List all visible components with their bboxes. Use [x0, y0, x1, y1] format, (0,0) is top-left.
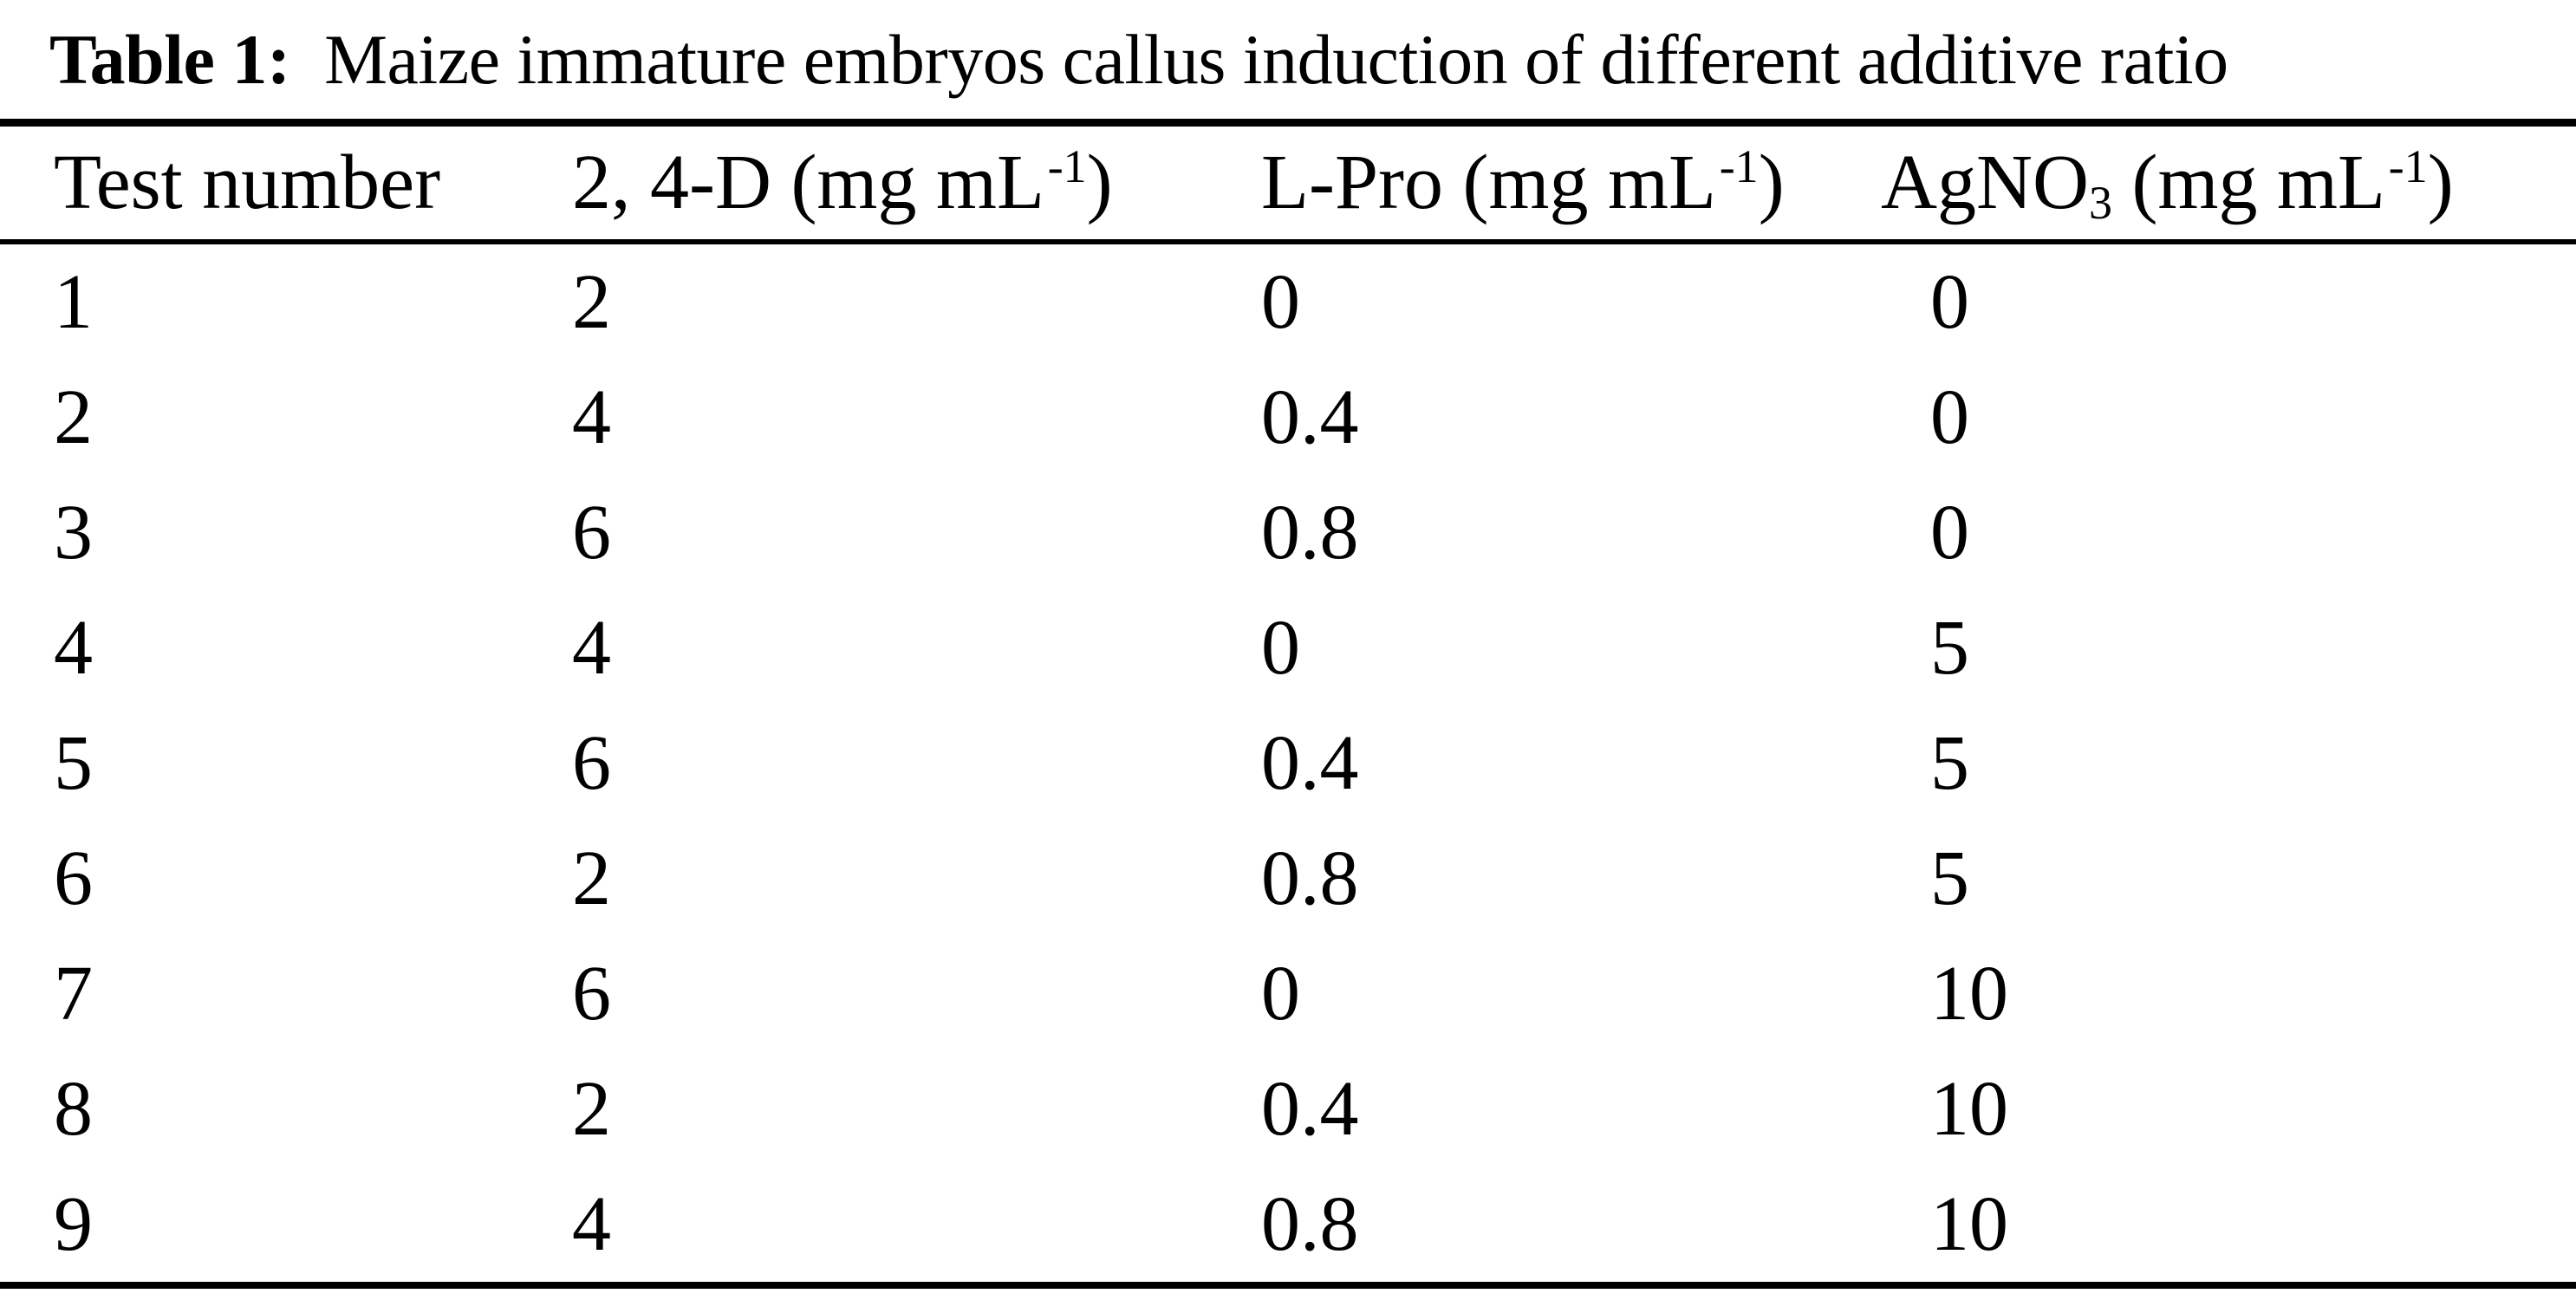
column-header-agno3: AgNO3 (mg mL-1): [1881, 122, 2576, 244]
superscript-minus-one: -1: [2388, 140, 2428, 192]
table-row: 2 4 0.4 0: [0, 360, 2576, 475]
cell-test-number: 5: [54, 719, 93, 806]
header-text: AgNO: [1881, 140, 2089, 225]
table-row: 5 6 0.4 5: [0, 705, 2576, 821]
cell-agno3: 5: [1930, 835, 1969, 921]
column-header-l-pro: L-Pro (mg mL-1): [1261, 122, 1881, 244]
table-caption-label: Table 1:: [49, 19, 290, 99]
cell-l-pro: 0.8: [1261, 489, 1359, 575]
table-row: 6 2 0.8 5: [0, 821, 2576, 936]
subscript-three: 3: [2089, 176, 2112, 229]
table-caption: Table 1: Maize immature embryos callus i…: [0, 0, 2576, 119]
cell-agno3: 0: [1930, 258, 1969, 345]
header-text: 2, 4-D (mg mL: [572, 140, 1044, 225]
header-text: ): [2427, 140, 2454, 225]
table-row: 7 6 0 10: [0, 936, 2576, 1051]
cell-agno3: 0: [1930, 489, 1969, 575]
table-row: 4 4 0 5: [0, 590, 2576, 705]
table-row: 3 6 0.8 0: [0, 475, 2576, 590]
cell-2-4-d: 6: [572, 719, 611, 806]
header-text: (mg mL: [2112, 140, 2385, 225]
cell-2-4-d: 4: [572, 374, 611, 460]
header-text: ): [1758, 140, 1785, 225]
cell-test-number: 6: [54, 835, 93, 921]
table-row: 9 4 0.8 10: [0, 1167, 2576, 1285]
cell-agno3: 10: [1930, 1180, 2008, 1267]
column-header-2-4-d: 2, 4-D (mg mL-1): [572, 122, 1261, 244]
cell-l-pro: 0.4: [1261, 719, 1359, 806]
superscript-minus-one: -1: [1719, 140, 1759, 192]
cell-l-pro: 0: [1261, 604, 1300, 691]
header-text: ): [1086, 140, 1113, 225]
cell-agno3: 5: [1930, 604, 1969, 691]
cell-test-number: 9: [54, 1180, 93, 1267]
cell-2-4-d: 2: [572, 835, 611, 921]
cell-test-number: 7: [54, 950, 93, 1037]
cell-test-number: 1: [54, 258, 93, 345]
table-row: 1 2 0 0: [0, 242, 2576, 360]
cell-l-pro: 0.4: [1261, 374, 1359, 460]
cell-l-pro: 0.8: [1261, 1180, 1359, 1267]
cell-test-number: 2: [54, 374, 93, 460]
column-header-test-number: Test number: [0, 122, 572, 244]
cell-2-4-d: 4: [572, 1180, 611, 1267]
cell-2-4-d: 2: [572, 258, 611, 345]
cell-2-4-d: 2: [572, 1065, 611, 1152]
data-table: Test number 2, 4-D (mg mL-1) L-Pro (mg m…: [0, 119, 2576, 1289]
cell-test-number: 8: [54, 1065, 93, 1152]
cell-2-4-d: 6: [572, 489, 611, 575]
cell-2-4-d: 6: [572, 950, 611, 1037]
cell-test-number: 4: [54, 604, 93, 691]
cell-agno3: 10: [1930, 1065, 2008, 1152]
cell-agno3: 5: [1930, 719, 1969, 806]
cell-l-pro: 0: [1261, 258, 1300, 345]
header-text: Test number: [54, 140, 441, 225]
cell-l-pro: 0: [1261, 950, 1300, 1037]
cell-test-number: 3: [54, 489, 93, 575]
table-row: 8 2 0.4 10: [0, 1051, 2576, 1167]
table-caption-text: Maize immature embryos callus induction …: [324, 19, 2228, 99]
superscript-minus-one: -1: [1047, 140, 1087, 192]
header-text: L-Pro (mg mL: [1261, 140, 1716, 225]
cell-agno3: 10: [1930, 950, 2008, 1037]
cell-agno3: 0: [1930, 374, 1969, 460]
cell-l-pro: 0.8: [1261, 835, 1359, 921]
cell-2-4-d: 4: [572, 604, 611, 691]
header-row: Test number 2, 4-D (mg mL-1) L-Pro (mg m…: [0, 122, 2576, 244]
cell-l-pro: 0.4: [1261, 1065, 1359, 1152]
